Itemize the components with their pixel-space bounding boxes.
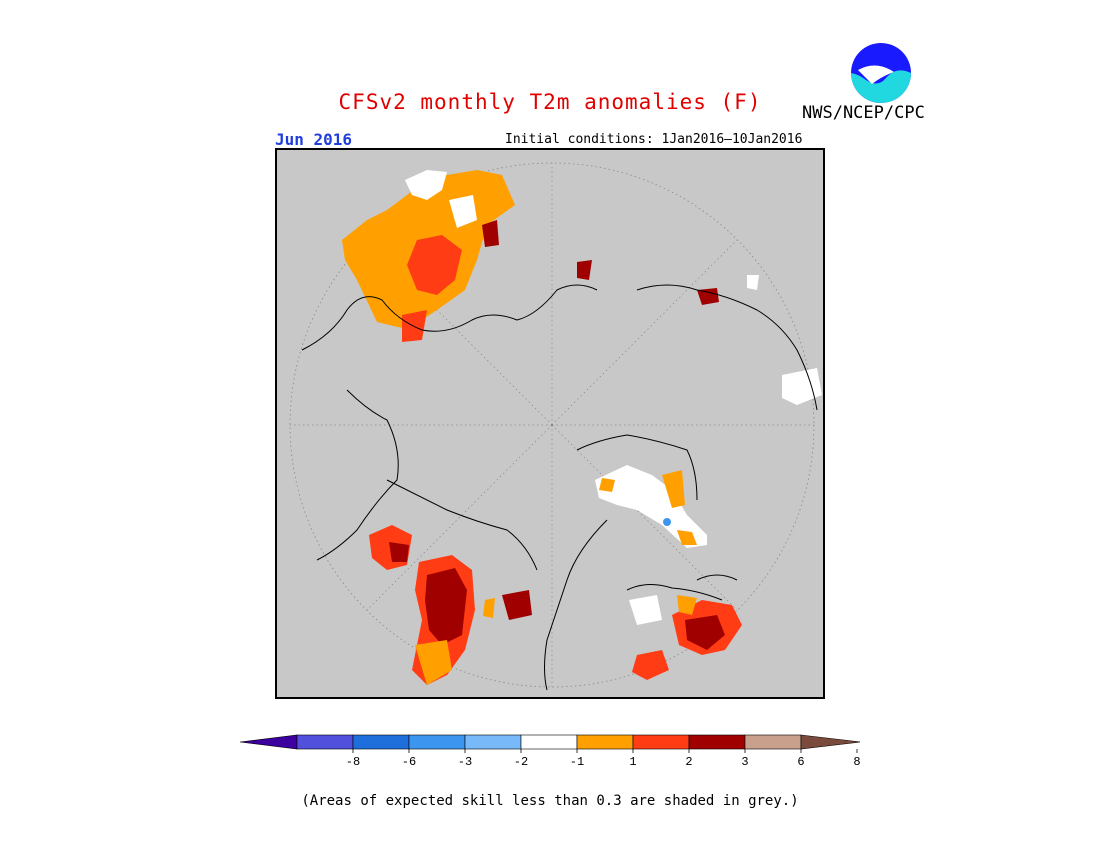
forecast-month: Jun 2016	[275, 130, 353, 149]
colorbar-tick-label: -6	[402, 755, 416, 769]
colorbar-segment	[688, 734, 746, 750]
anomaly-region-north-america	[369, 525, 532, 685]
polar-map-canvas	[289, 162, 822, 691]
anomaly-map	[275, 148, 825, 699]
colorbar-segment	[520, 734, 578, 750]
colorbar-left-arrow	[240, 734, 298, 750]
colorbar-right-arrow	[800, 734, 860, 750]
colorbar-tick-label: 2	[685, 755, 692, 769]
colorbar-segment	[296, 734, 354, 750]
anomaly-region-greenland	[595, 465, 707, 548]
colorbar-tick-label: -8	[346, 755, 360, 769]
colorbar-segment	[576, 734, 634, 750]
initial-conditions: Initial conditions: 1Jan2016–10Jan2016	[505, 132, 803, 147]
colorbar-segment	[408, 734, 466, 750]
meridian-grid	[290, 163, 814, 687]
anomaly-region-europe	[342, 170, 515, 342]
anomaly-region-british-isles	[629, 595, 742, 680]
colorbar-segment	[632, 734, 690, 750]
anomaly-region-east-asia	[577, 260, 822, 405]
colorbar: -8 -6 -3 -2 -1 1 2 3 6 8	[240, 734, 860, 769]
colorbar-tick-label: 1	[629, 755, 636, 769]
colorbar-segment	[464, 734, 522, 750]
agency-label: NWS/NCEP/CPC	[802, 103, 925, 123]
colorbar-tick-label: -1	[570, 755, 584, 769]
colorbar-tick-label: 6	[797, 755, 804, 769]
colorbar-tick-label: -3	[458, 755, 472, 769]
noaa-logo	[849, 41, 913, 105]
colorbar-tick-label: -2	[514, 755, 528, 769]
map-title: CFSv2 monthly T2m anomalies (F)	[338, 90, 762, 114]
colorbar-segment	[744, 734, 802, 750]
coastlines	[301, 284, 818, 691]
colorbar-tick-label: 3	[741, 755, 748, 769]
colorbar-segment	[352, 734, 410, 750]
skill-note: (Areas of expected skill less than 0.3 a…	[301, 793, 799, 809]
colorbar-tick-label: 8	[853, 755, 860, 769]
